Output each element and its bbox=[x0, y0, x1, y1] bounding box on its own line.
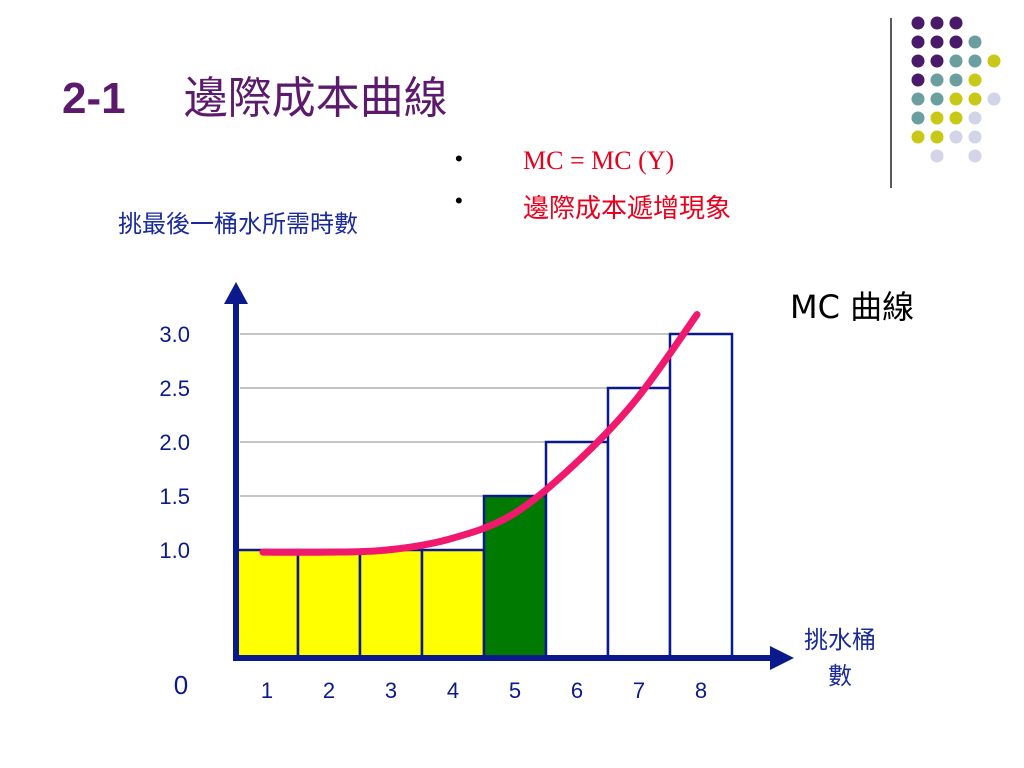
decor-dot bbox=[930, 130, 944, 144]
bar-2 bbox=[296, 548, 362, 660]
x-tick-label: 2 bbox=[323, 678, 335, 703]
y-tick-label: 1.5 bbox=[159, 484, 190, 509]
x-tick-label: 8 bbox=[695, 678, 707, 703]
decor-dot bbox=[949, 130, 963, 144]
decor-dot bbox=[930, 73, 944, 87]
decor-dot bbox=[930, 54, 944, 68]
y-tick-label: 1.0 bbox=[159, 538, 190, 563]
y-tick-label: 3.0 bbox=[159, 322, 190, 347]
x-tick-label: 6 bbox=[571, 678, 583, 703]
x-tick-label: 4 bbox=[447, 678, 459, 703]
decor-dot bbox=[968, 35, 982, 49]
y-axis-arrow-icon bbox=[224, 282, 248, 304]
bullet-text: 邊際成本遞增現象 bbox=[523, 194, 732, 223]
mc-curve-label: MC 曲線 bbox=[790, 288, 915, 326]
bullet-marker: • bbox=[455, 188, 463, 213]
y-tick-label: 2.0 bbox=[159, 430, 190, 455]
decor-dot bbox=[968, 130, 982, 144]
decor-dot bbox=[987, 54, 1001, 68]
origin-label: 0 bbox=[174, 670, 188, 700]
decorative-dot-grid bbox=[911, 16, 1001, 163]
x-tick-label: 3 bbox=[385, 678, 397, 703]
x-tick-label: 7 bbox=[633, 678, 645, 703]
decor-dot bbox=[968, 54, 982, 68]
bar-3 bbox=[358, 548, 424, 660]
x-axis-label: 挑水桶數 bbox=[804, 626, 876, 690]
decor-dot bbox=[949, 35, 963, 49]
x-tick-label: 5 bbox=[509, 678, 521, 703]
x-axis-arrow-icon bbox=[770, 646, 794, 670]
decor-dot bbox=[949, 111, 963, 125]
decor-dot bbox=[949, 54, 963, 68]
decor-dot bbox=[968, 111, 982, 125]
bar-4 bbox=[420, 548, 486, 660]
decor-dot bbox=[911, 92, 925, 106]
decor-dot bbox=[987, 92, 1001, 106]
decor-dot bbox=[949, 92, 963, 106]
decor-dot bbox=[949, 73, 963, 87]
slide-title-text: 邊際成本曲線 bbox=[183, 73, 448, 124]
decor-dot bbox=[930, 111, 944, 125]
header-divider bbox=[890, 18, 892, 188]
decor-dot bbox=[911, 35, 925, 49]
decor-dot bbox=[968, 92, 982, 106]
decor-dot bbox=[911, 16, 925, 30]
mc-curve-line bbox=[259, 311, 701, 556]
x-tick-label: 1 bbox=[261, 678, 273, 703]
decor-dot bbox=[911, 111, 925, 125]
slide-title: 2-1 邊際成本曲線 bbox=[62, 62, 448, 126]
bar-1 bbox=[234, 548, 300, 660]
decor-dot bbox=[911, 130, 925, 144]
decor-dot bbox=[911, 73, 925, 87]
bar-8 bbox=[668, 332, 734, 660]
bar-7 bbox=[606, 386, 672, 660]
decor-dot bbox=[949, 16, 963, 30]
decor-dot bbox=[968, 73, 982, 87]
decor-dot bbox=[930, 16, 944, 30]
slide-title-number: 2-1 bbox=[62, 74, 126, 123]
y-tick-label: 2.5 bbox=[159, 376, 190, 401]
decor-dot bbox=[930, 35, 944, 49]
decor-dot bbox=[911, 54, 925, 68]
bar-5 bbox=[482, 494, 548, 660]
bullet-text: MC = MC (Y) bbox=[523, 146, 675, 175]
bar-6 bbox=[544, 440, 610, 660]
y-axis-label: 挑最後一桶水所需時數 bbox=[118, 210, 358, 238]
decor-dot bbox=[968, 149, 982, 163]
decor-dot bbox=[930, 149, 944, 163]
decor-dot bbox=[930, 92, 944, 106]
bullet-marker: • bbox=[455, 146, 463, 171]
